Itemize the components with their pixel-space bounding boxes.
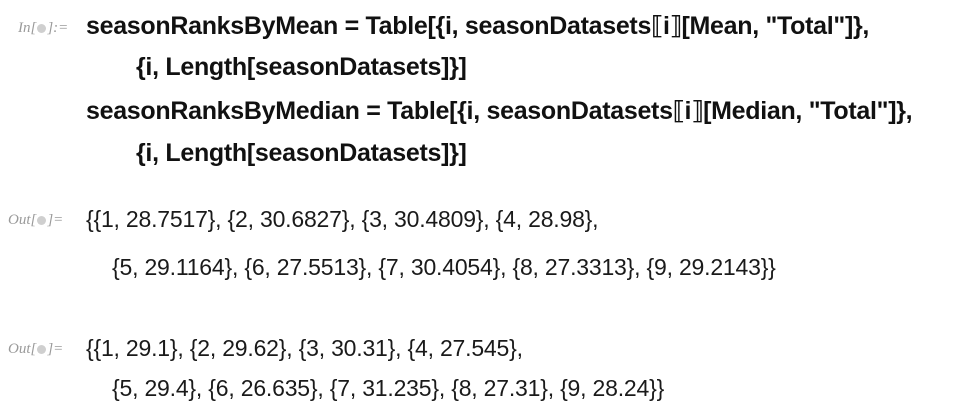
output-1-line-1: {{1, 28.7517}, {2, 30.6827}, {3, 30.4809… [86,206,599,232]
output-label-1: Out[ ]= [8,212,78,229]
output-label-suffix: ]= [47,212,64,228]
output-label-prefix: Out[ [8,212,37,228]
input-label: In[ ]:= [18,20,88,37]
cell-number-placeholder-icon [37,345,47,354]
input-line-4[interactable]: {i, Length[seasonDatasets]}] [136,139,467,167]
input-line-3[interactable]: seasonRanksByMedian = Table[{i, seasonDa… [86,97,913,125]
output-label-prefix: Out[ [8,341,37,357]
input-line-1[interactable]: seasonRanksByMean = Table[{i, seasonData… [86,12,870,40]
input-cell[interactable]: In[ ]:= seasonRanksByMean = Table[{i, sea… [0,0,980,190]
output-label-suffix: ]= [47,341,64,357]
output-2-line-2: {5, 29.4}, {6, 26.635}, {7, 31.235}, {8,… [112,375,665,401]
output-label-2: Out[ ]= [8,341,78,358]
input-label-suffix: ]:= [47,20,69,36]
cell-number-placeholder-icon [37,216,47,225]
output-cell-1[interactable]: Out[ ]= {{1, 28.7517}, {2, 30.6827}, {3, … [0,195,980,295]
input-label-prefix: In[ [18,20,37,36]
output-2-line-1: {{1, 29.1}, {2, 29.62}, {3, 30.31}, {4, … [86,335,523,361]
output-cell-2[interactable]: Out[ ]= {{1, 29.1}, {2, 29.62}, {3, 30.31… [0,333,980,416]
input-line-2[interactable]: {i, Length[seasonDatasets]}] [136,53,467,81]
output-1-line-2: {5, 29.1164}, {6, 27.5513}, {7, 30.4054}… [112,254,776,280]
cell-number-placeholder-icon [37,24,47,33]
